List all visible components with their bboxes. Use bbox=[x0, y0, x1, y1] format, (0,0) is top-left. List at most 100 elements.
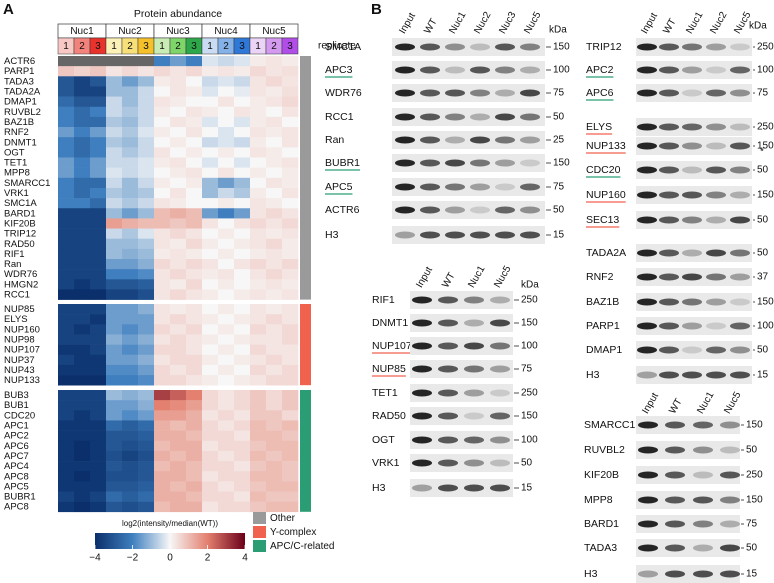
blot-band bbox=[412, 342, 432, 350]
heatmap-cell bbox=[170, 157, 187, 168]
heatmap-cell bbox=[218, 259, 235, 270]
heatmap-cell bbox=[90, 314, 107, 325]
heatmap-cell bbox=[170, 66, 187, 77]
blot-band bbox=[730, 298, 750, 306]
heatmap-cell bbox=[74, 177, 91, 189]
heatmap-cell bbox=[106, 461, 123, 472]
heatmap-cell bbox=[282, 364, 299, 376]
blot-strip bbox=[636, 441, 740, 459]
marker-label: 50 bbox=[757, 165, 769, 176]
heatmap-cell bbox=[122, 390, 139, 401]
heatmap-cell bbox=[138, 96, 155, 108]
blot-strip bbox=[636, 515, 740, 533]
heatmap-cell bbox=[106, 304, 123, 315]
heatmap-cell bbox=[234, 187, 251, 199]
blot-band bbox=[520, 206, 540, 214]
marker-label: 15 bbox=[553, 230, 565, 241]
heatmap-cell bbox=[202, 461, 219, 472]
heatmap-cell bbox=[250, 177, 267, 189]
blot-band bbox=[438, 342, 458, 350]
marker-label: 50 bbox=[746, 543, 758, 554]
heatmap-cell bbox=[218, 304, 235, 315]
heatmap-cell bbox=[218, 157, 235, 168]
heatmap-cell bbox=[234, 137, 251, 148]
heatmap-cell bbox=[90, 471, 107, 482]
heatmap-cell bbox=[74, 86, 91, 97]
heatmap-cell bbox=[266, 450, 283, 462]
heatmap-cell bbox=[218, 208, 235, 219]
heatmap-cell bbox=[266, 314, 283, 325]
heatmap-cell bbox=[138, 289, 155, 300]
blot-band bbox=[395, 136, 415, 144]
heatmap-cell bbox=[250, 279, 267, 290]
heatmap-cell bbox=[106, 137, 123, 148]
heatmap-cell bbox=[106, 127, 123, 138]
heatmap-cell bbox=[138, 56, 155, 67]
heatmap-cell bbox=[170, 364, 187, 376]
heatmap-cell bbox=[58, 116, 75, 128]
blot-band bbox=[412, 296, 432, 304]
heatmap-cell bbox=[250, 208, 267, 219]
heatmap-cell bbox=[202, 481, 219, 492]
heatmap-cell bbox=[74, 420, 91, 431]
heatmap-cell bbox=[106, 116, 123, 128]
blot-band bbox=[395, 206, 415, 214]
protein-label: RAD50 bbox=[372, 410, 406, 422]
blot-band bbox=[693, 446, 713, 454]
blot-band bbox=[637, 216, 657, 224]
row-label: APC1 bbox=[4, 421, 29, 432]
blot-band bbox=[445, 89, 465, 97]
heatmap-cell bbox=[266, 238, 283, 250]
legend-swatch bbox=[253, 540, 266, 552]
heatmap-cell bbox=[58, 137, 75, 148]
blot-band bbox=[520, 136, 540, 144]
protein-label: VRK1 bbox=[372, 457, 400, 469]
protein-label: RUVBL2 bbox=[584, 444, 625, 456]
blot-band bbox=[637, 142, 657, 150]
lane-label: Input bbox=[397, 11, 418, 36]
heatmap-cell bbox=[266, 157, 283, 168]
heatmap-cell bbox=[138, 116, 155, 128]
heatmap-cell bbox=[218, 344, 235, 356]
lane-label: WT bbox=[667, 397, 684, 416]
heatmap-cell bbox=[106, 334, 123, 345]
heatmap-cell bbox=[234, 501, 251, 513]
replicate-label: replicate bbox=[318, 41, 356, 52]
heatmap-cell bbox=[218, 279, 235, 290]
row-label: SMARCC1 bbox=[4, 178, 50, 189]
heatmap-cell bbox=[250, 157, 267, 168]
heatmap-cell bbox=[122, 116, 139, 128]
heatmap-cell bbox=[138, 304, 155, 315]
heatmap-cell bbox=[170, 440, 187, 452]
heatmap-cell bbox=[138, 314, 155, 325]
heatmap-cell bbox=[122, 289, 139, 300]
heatmap-cell bbox=[170, 228, 187, 239]
blot-band bbox=[412, 365, 432, 373]
blot-strip bbox=[410, 337, 513, 355]
heatmap-cell bbox=[154, 56, 171, 67]
marker-label: 150 bbox=[521, 411, 538, 422]
blot-band bbox=[438, 296, 458, 304]
marker-label: 100 bbox=[553, 65, 570, 76]
blot-band bbox=[495, 159, 515, 167]
protein-label: WDR76 bbox=[325, 87, 362, 99]
heatmap-cell bbox=[90, 96, 107, 108]
heatmap-cell bbox=[250, 56, 267, 67]
heatmap-cell bbox=[58, 157, 75, 168]
replicate-number: 2 bbox=[271, 41, 277, 52]
heatmap-cell bbox=[170, 137, 187, 148]
heatmap-cell bbox=[90, 364, 107, 376]
blot-band bbox=[730, 273, 750, 281]
blot-band bbox=[730, 346, 750, 354]
heatmap-cell bbox=[218, 127, 235, 138]
heatmap-cell bbox=[186, 127, 203, 138]
heatmap-cell bbox=[282, 208, 299, 219]
heatmap-cell bbox=[170, 491, 187, 502]
heatmap-cell bbox=[154, 410, 171, 421]
heatmap-cell bbox=[282, 314, 299, 325]
heatmap-cell bbox=[90, 167, 107, 179]
heatmap-cell bbox=[58, 400, 75, 411]
heatmap-cell bbox=[90, 269, 107, 280]
heatmap-cell bbox=[218, 364, 235, 376]
heatmap-cell bbox=[122, 269, 139, 280]
